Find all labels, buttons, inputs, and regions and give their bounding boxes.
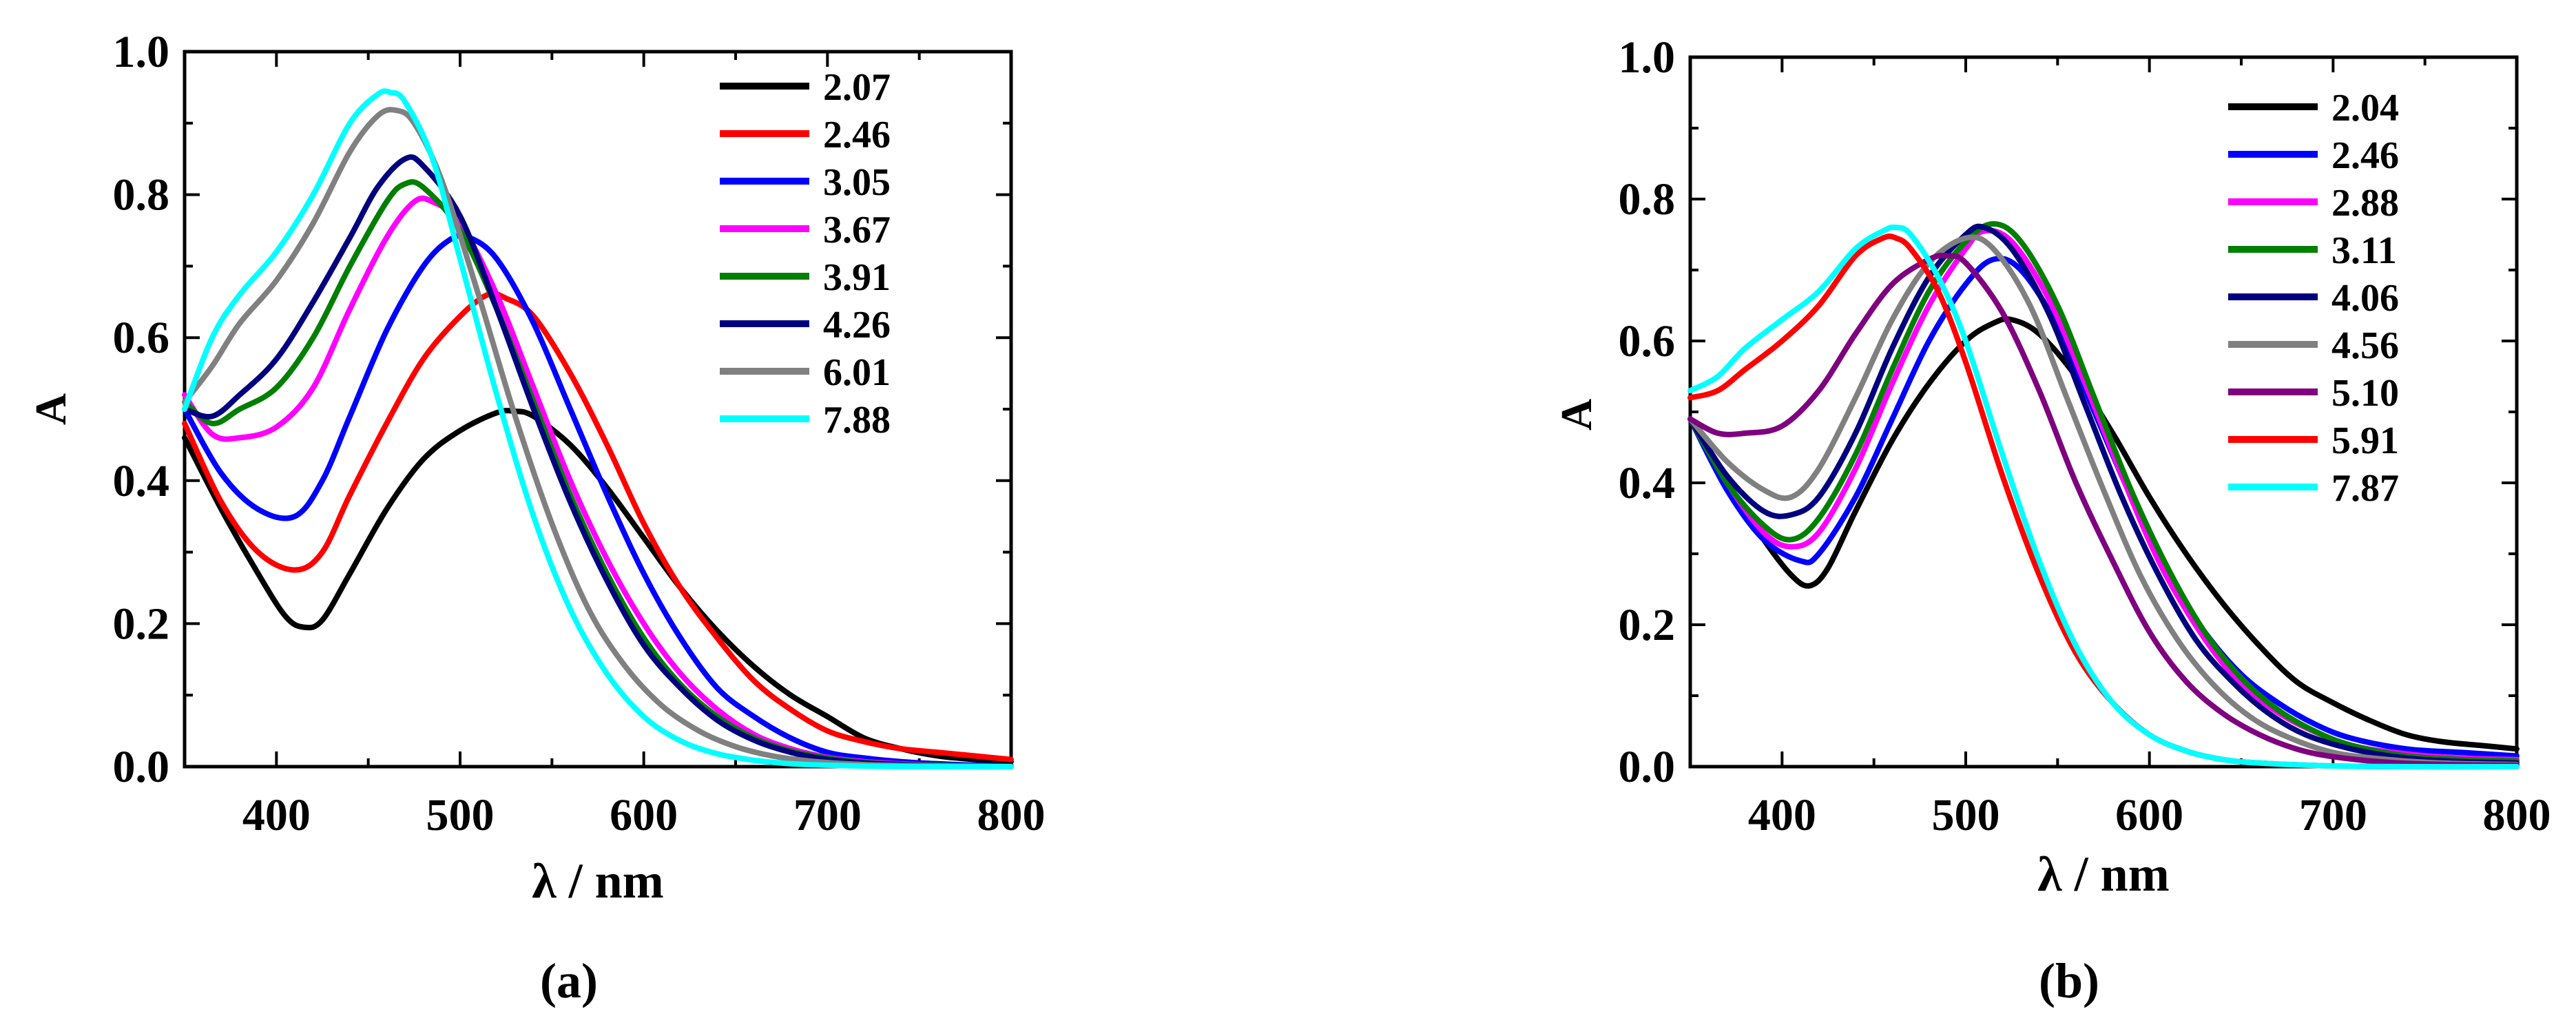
series-line-6.01 <box>182 107 1014 769</box>
legend-label: 4.26 <box>823 304 891 346</box>
series-line-7.88 <box>182 88 1014 770</box>
series-line-2.04 <box>1687 316 2520 752</box>
series-line-2.46 <box>182 291 1014 763</box>
legend-label: 3.91 <box>823 256 891 299</box>
legend-label: 2.46 <box>2331 134 2399 177</box>
y-axis-label: A <box>1552 399 1601 430</box>
legend-label: 3.67 <box>823 209 891 251</box>
series-curves <box>1687 221 2520 770</box>
legend: 2.04 2.46 2.883.11 4.064.56 5.105.91 7.87 <box>2228 87 2399 510</box>
series-line-4.06 <box>1687 223 2520 766</box>
y-tick-label: 0.2 <box>1619 600 1676 650</box>
y-tick-label: 0.8 <box>113 170 170 220</box>
series-line-4.56 <box>1687 234 2520 767</box>
legend-label: 5.10 <box>2331 372 2399 415</box>
x-axis-label: λ / nm <box>532 853 663 909</box>
legend-label: 2.04 <box>2331 87 2399 129</box>
legend-label: 4.06 <box>2331 277 2399 320</box>
y-tick-label: 0.0 <box>113 742 170 792</box>
x-tick-label: 800 <box>2483 790 2551 840</box>
x-tick-label: 400 <box>242 790 311 840</box>
legend-label: 7.87 <box>2331 467 2399 510</box>
x-tick-label: 700 <box>2299 790 2367 840</box>
x-tick-label: 500 <box>1932 790 2000 840</box>
legend: 2.07 2.46 3.05 3.67 3.91 4.26 6.01 7.88 <box>720 66 891 442</box>
legend-label: 2.46 <box>823 114 891 156</box>
y-tick-label: 0.0 <box>1619 742 1676 792</box>
legend-label: 2.07 <box>823 66 891 109</box>
axis-ticks: 400 500 600 700 800 0.0 0.2 0.4 0.6 0.8 1.0 <box>113 27 1046 840</box>
y-tick-label: 0.6 <box>1619 316 1676 366</box>
panel-label: (b) <box>2039 953 2099 1008</box>
series-line-5.10 <box>1687 252 2520 768</box>
y-axis-label: A <box>26 393 75 425</box>
y-tick-label: 0.4 <box>113 456 170 506</box>
y-tick-label: 0.2 <box>113 599 170 649</box>
series-line-3.11 <box>1687 221 2520 764</box>
legend-label: 3.11 <box>2331 229 2397 272</box>
legend-label: 6.01 <box>823 351 891 394</box>
y-tick-label: 1.0 <box>1619 32 1676 83</box>
x-tick-label: 800 <box>977 790 1046 840</box>
x-axis-label: λ / nm <box>2037 847 2169 902</box>
x-tick-label: 500 <box>426 790 495 840</box>
x-tick-label: 600 <box>2115 790 2183 840</box>
series-line-2.07 <box>182 408 1014 765</box>
series-line-3.05 <box>182 232 1014 769</box>
x-tick-label: 400 <box>1748 790 1816 840</box>
legend-label: 7.88 <box>823 399 891 442</box>
x-tick-label: 700 <box>793 790 862 840</box>
legend-label: 5.91 <box>2331 419 2399 462</box>
y-tick-label: 0.6 <box>113 313 170 363</box>
y-tick-label: 0.8 <box>1619 174 1676 225</box>
series-line-7.87 <box>1687 224 2520 770</box>
y-tick-label: 1.0 <box>113 27 170 77</box>
legend-label: 4.56 <box>2331 324 2399 367</box>
axis-ticks: 400 500 600 700 800 0.0 0.2 0.4 0.6 0.8 1.0 <box>1619 32 2551 840</box>
y-tick-label: 0.4 <box>1619 458 1676 508</box>
legend-label: 2.88 <box>2331 182 2399 225</box>
panel-label: (a) <box>540 953 598 1008</box>
series-curves <box>182 88 1014 770</box>
legend-label: 3.05 <box>823 161 891 204</box>
x-tick-label: 600 <box>610 790 678 840</box>
